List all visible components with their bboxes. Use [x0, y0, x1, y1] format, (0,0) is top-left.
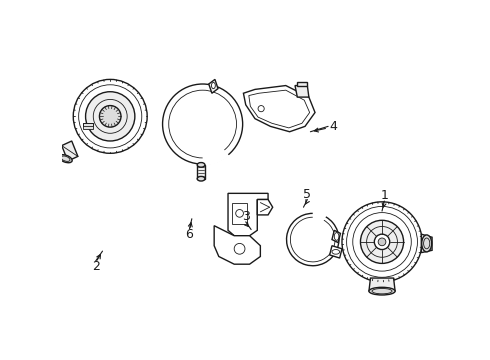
Text: 4: 4: [330, 120, 338, 133]
Text: 2: 2: [92, 260, 99, 273]
Circle shape: [99, 105, 121, 127]
Bar: [232, 203, 247, 224]
Ellipse shape: [422, 235, 432, 252]
Ellipse shape: [212, 82, 215, 89]
Polygon shape: [244, 86, 315, 132]
Polygon shape: [332, 230, 341, 243]
Wedge shape: [203, 124, 229, 166]
Circle shape: [74, 80, 147, 153]
Circle shape: [378, 238, 386, 246]
Polygon shape: [214, 226, 260, 264]
Circle shape: [361, 220, 404, 264]
Bar: [197, 165, 205, 179]
Bar: [83, 122, 93, 129]
Circle shape: [374, 234, 390, 249]
Polygon shape: [369, 278, 395, 291]
Polygon shape: [209, 80, 218, 93]
Bar: [297, 82, 307, 86]
Text: 5: 5: [303, 188, 311, 201]
Text: 3: 3: [242, 210, 250, 223]
Circle shape: [342, 202, 422, 282]
Ellipse shape: [369, 287, 395, 295]
Polygon shape: [257, 199, 273, 215]
Text: 6: 6: [186, 228, 194, 240]
Ellipse shape: [197, 163, 205, 167]
Ellipse shape: [197, 176, 205, 181]
Circle shape: [163, 84, 243, 164]
Circle shape: [86, 92, 135, 141]
Text: 1: 1: [380, 189, 388, 202]
Polygon shape: [295, 86, 309, 97]
Circle shape: [258, 105, 264, 112]
Ellipse shape: [59, 155, 72, 163]
Polygon shape: [228, 193, 268, 236]
Polygon shape: [330, 246, 342, 258]
Bar: [83, 122, 93, 126]
Polygon shape: [421, 234, 432, 253]
Polygon shape: [62, 141, 78, 161]
